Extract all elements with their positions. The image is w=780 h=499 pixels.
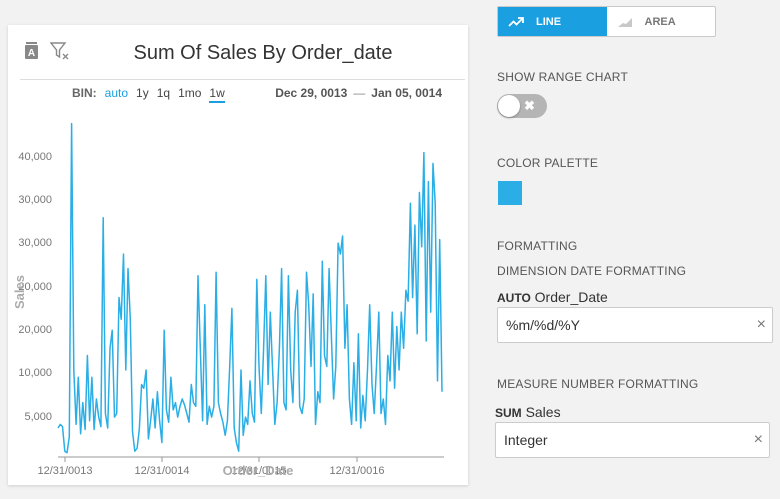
clear-number-format-icon[interactable]: × (753, 431, 763, 448)
chart-title: Sum Of Sales By Order_date (133, 42, 393, 64)
trending-up-icon (508, 16, 524, 27)
number-format-input[interactable]: Integer × (495, 422, 770, 458)
x-tick-label: 12/31/0014 (134, 465, 189, 477)
dimension-field-heading: AUTO Order_Date (497, 289, 608, 305)
y-tick-label: 20,000 (18, 281, 52, 293)
x-axis-label: Order_Date (223, 463, 294, 478)
y-tick-label: 20,000 (18, 324, 52, 336)
bin-label: BIN: (72, 86, 97, 100)
range-end[interactable]: Jan 05, 0014 (371, 86, 442, 100)
x-tick-label: 12/31/0015 (231, 465, 286, 477)
bin-option-1q[interactable]: 1q (156, 86, 171, 100)
number-format-value: Integer (504, 432, 548, 448)
bin-option-auto[interactable]: auto (104, 86, 129, 100)
x-tick-label: 12/31/0016 (329, 465, 384, 477)
clear-text-icon[interactable]: A (24, 41, 42, 61)
chart-type-line-label: LINE (536, 15, 562, 28)
bin-option-1w[interactable]: 1w (209, 86, 225, 103)
bin-option-1y[interactable]: 1y (136, 86, 149, 100)
color-swatch[interactable] (498, 181, 522, 205)
x-tick-label: 12/31/0013 (37, 465, 92, 477)
chart-type-area-button[interactable]: AREA (607, 7, 716, 36)
area-chart-icon (617, 17, 632, 27)
chart-header: A Sum Of Sales By Order_date (8, 25, 468, 80)
range-separator: — (353, 86, 366, 100)
color-palette-label: COLOR PALETTE (497, 156, 599, 170)
show-range-label: SHOW RANGE CHART (497, 70, 628, 84)
y-tick-label: 30,000 (18, 237, 52, 249)
line-chart: 5,000 10,000 20,000 20,000 30,000 30,000 40,00… (12, 122, 444, 478)
y-axis-label: Sales (12, 275, 27, 309)
y-tick-label: 5,000 (24, 411, 52, 423)
date-range: Dec 29, 0013 — Jan 05, 0014 (275, 86, 442, 100)
chart-type-toggle: LINE AREA (497, 6, 716, 37)
y-tick-label: 40,000 (18, 151, 52, 163)
toggle-off-icon: ✖ (524, 98, 535, 113)
series-line (57, 122, 443, 454)
measure-field-heading: SUM Sales (495, 404, 561, 420)
measure-field-name: Sales (525, 404, 561, 420)
measure-number-formatting-label: MEASURE NUMBER FORMATTING (497, 377, 699, 391)
settings-panel: LINE AREA SHOW RANGE CHART ✖ COLOR PALET… (495, 0, 780, 499)
svg-text:A: A (28, 48, 35, 59)
clear-date-format-icon[interactable]: × (756, 316, 766, 333)
formatting-label: FORMATTING (497, 239, 578, 253)
toggle-knob (498, 95, 520, 117)
chart-type-line-button[interactable]: LINE (498, 7, 607, 36)
header-divider (20, 79, 465, 80)
range-start[interactable]: Dec 29, 0013 (275, 86, 348, 100)
y-tick-label: 10,000 (18, 367, 52, 379)
y-tick-label: 30,000 (18, 194, 52, 206)
bin-selector: BIN: auto 1y 1q 1mo 1w (72, 86, 233, 103)
dimension-field-name: Order_Date (534, 289, 608, 305)
dimension-aggregation: AUTO (497, 291, 531, 305)
measure-aggregation: SUM (495, 406, 522, 420)
chart-card: A Sum Of Sales By Order_date BIN: auto 1… (8, 25, 468, 485)
date-format-value: %m/%d/%Y (506, 317, 580, 333)
chart-type-area-label: AREA (644, 15, 676, 28)
bin-option-1mo[interactable]: 1mo (178, 86, 202, 100)
clear-filter-icon[interactable] (49, 41, 69, 61)
date-format-input[interactable]: %m/%d/%Y × (497, 307, 773, 343)
dimension-date-formatting-label: DIMENSION DATE FORMATTING (497, 264, 687, 278)
show-range-toggle[interactable]: ✖ (497, 94, 547, 118)
